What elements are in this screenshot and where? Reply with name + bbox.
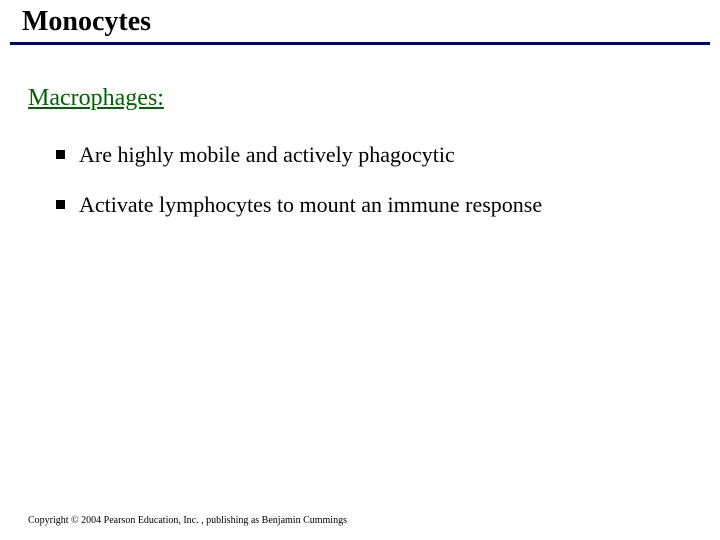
bullet-text: Activate lymphocytes to mount an immune … [79,192,542,218]
slide-subtitle: Macrophages: [0,45,720,112]
list-item: Are highly mobile and actively phagocyti… [56,130,720,180]
copyright-text: Copyright © 2004 Pearson Education, Inc.… [28,515,347,526]
square-bullet-icon [56,150,65,159]
square-bullet-icon [56,200,65,209]
bullet-text: Are highly mobile and actively phagocyti… [79,142,455,168]
list-item: Activate lymphocytes to mount an immune … [56,180,720,230]
bullet-list: Are highly mobile and actively phagocyti… [0,112,720,231]
slide-title: Monocytes [0,0,720,42]
